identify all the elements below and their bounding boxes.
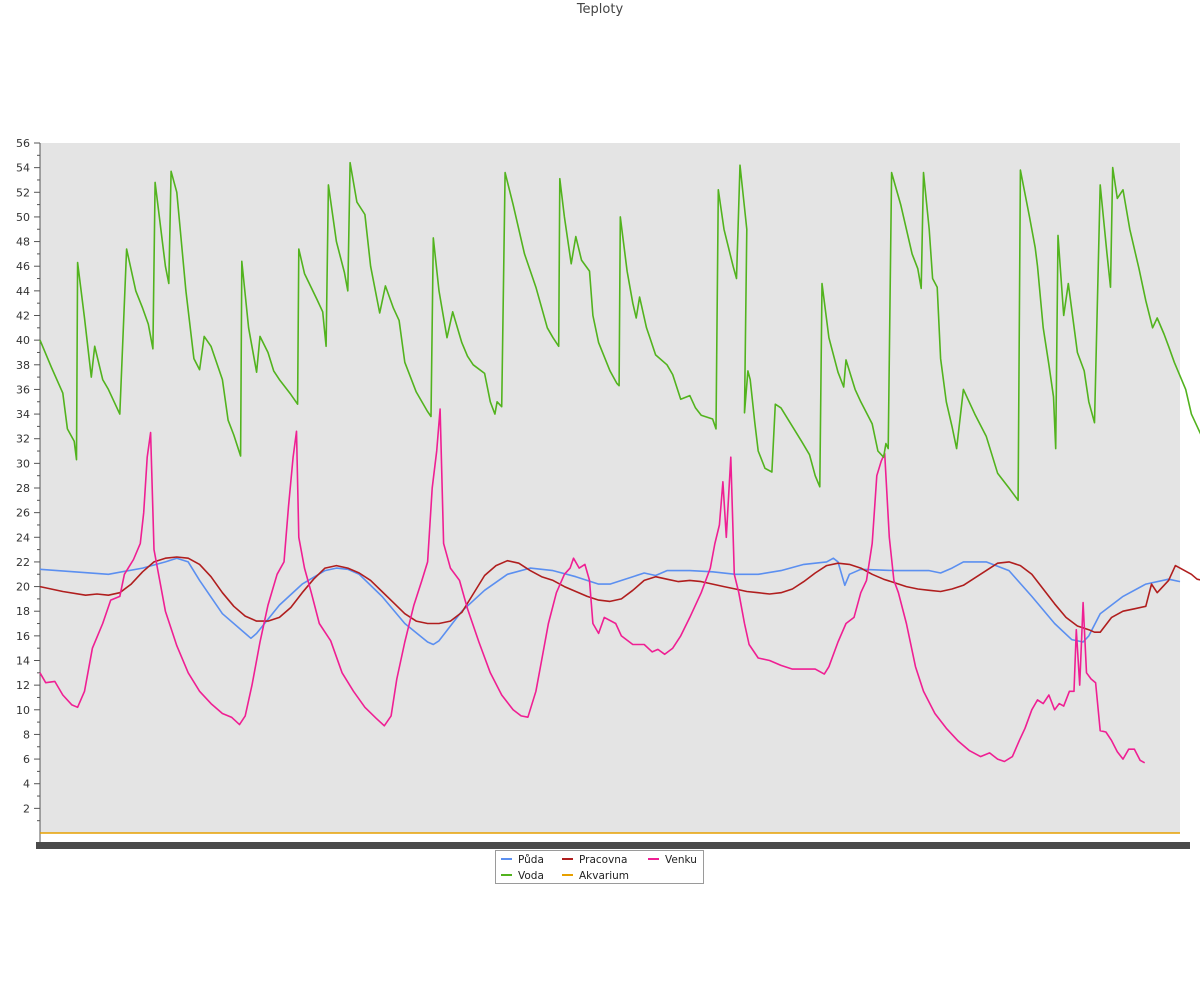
y-tick-label: 26: [16, 507, 30, 520]
y-tick-label: 50: [16, 211, 30, 224]
y-tick-label: 14: [16, 655, 30, 668]
legend-item-venku: Venku: [648, 854, 697, 866]
y-axis: 2468101214161820222426283032343638404244…: [16, 137, 41, 843]
legend-item-akvarium: Akvarium: [562, 870, 629, 882]
y-tick-label: 12: [16, 679, 30, 692]
y-tick-label: 36: [16, 383, 30, 396]
y-tick-label: 48: [16, 236, 30, 249]
y-tick-label: 32: [16, 433, 30, 446]
legend-label-pracovna: Pracovna: [579, 854, 628, 866]
y-tick-label: 4: [23, 778, 30, 791]
legend-label-akvarium: Akvarium: [579, 870, 630, 882]
y-tick-label: 54: [16, 162, 30, 175]
y-tick-label: 46: [16, 260, 30, 273]
y-tick-label: 28: [16, 482, 30, 495]
y-tick-label: 20: [16, 581, 30, 594]
y-tick-label: 40: [16, 334, 30, 347]
series-line-voda: [39, 161, 1200, 502]
y-tick-label: 44: [16, 285, 30, 298]
legend-label-voda: Voda: [518, 870, 544, 882]
legend-label-venku: Venku: [665, 854, 697, 866]
series-layer: [39, 161, 1200, 834]
y-tick-label: 30: [16, 457, 30, 470]
y-tick-label: 56: [16, 137, 30, 150]
series-line-venku: [39, 408, 1146, 764]
legend-label-puda: Půda: [518, 854, 544, 866]
y-tick-label: 16: [16, 630, 30, 643]
legend-item-puda: Půda: [501, 854, 544, 866]
y-tick-label: 24: [16, 531, 30, 544]
legend-swatch-akvarium: [562, 874, 573, 876]
y-tick-label: 22: [16, 556, 30, 569]
legend-swatch-pracovna: [562, 858, 573, 860]
chart-title: Teploty: [576, 2, 624, 17]
legend: Půda Pracovna Venku Voda Akvarium: [495, 850, 704, 884]
y-tick-label: 10: [16, 704, 30, 717]
legend-item-voda: Voda: [501, 870, 544, 882]
legend-swatch-venku: [648, 858, 659, 860]
x-axis-tick-band: [36, 842, 1190, 849]
y-tick-label: 2: [23, 802, 30, 815]
y-tick-label: 6: [23, 753, 30, 766]
y-tick-label: 38: [16, 359, 30, 372]
legend-swatch-voda: [501, 874, 512, 876]
y-tick-label: 42: [16, 310, 30, 323]
y-tick-label: 52: [16, 186, 30, 199]
y-tick-label: 18: [16, 605, 30, 618]
y-tick-label: 8: [23, 728, 30, 741]
legend-item-pracovna: Pracovna: [562, 854, 627, 866]
plot-background: [40, 143, 1180, 833]
x-axis: [36, 832, 1190, 849]
y-tick-label: 34: [16, 408, 30, 421]
legend-swatch-puda: [501, 858, 512, 860]
